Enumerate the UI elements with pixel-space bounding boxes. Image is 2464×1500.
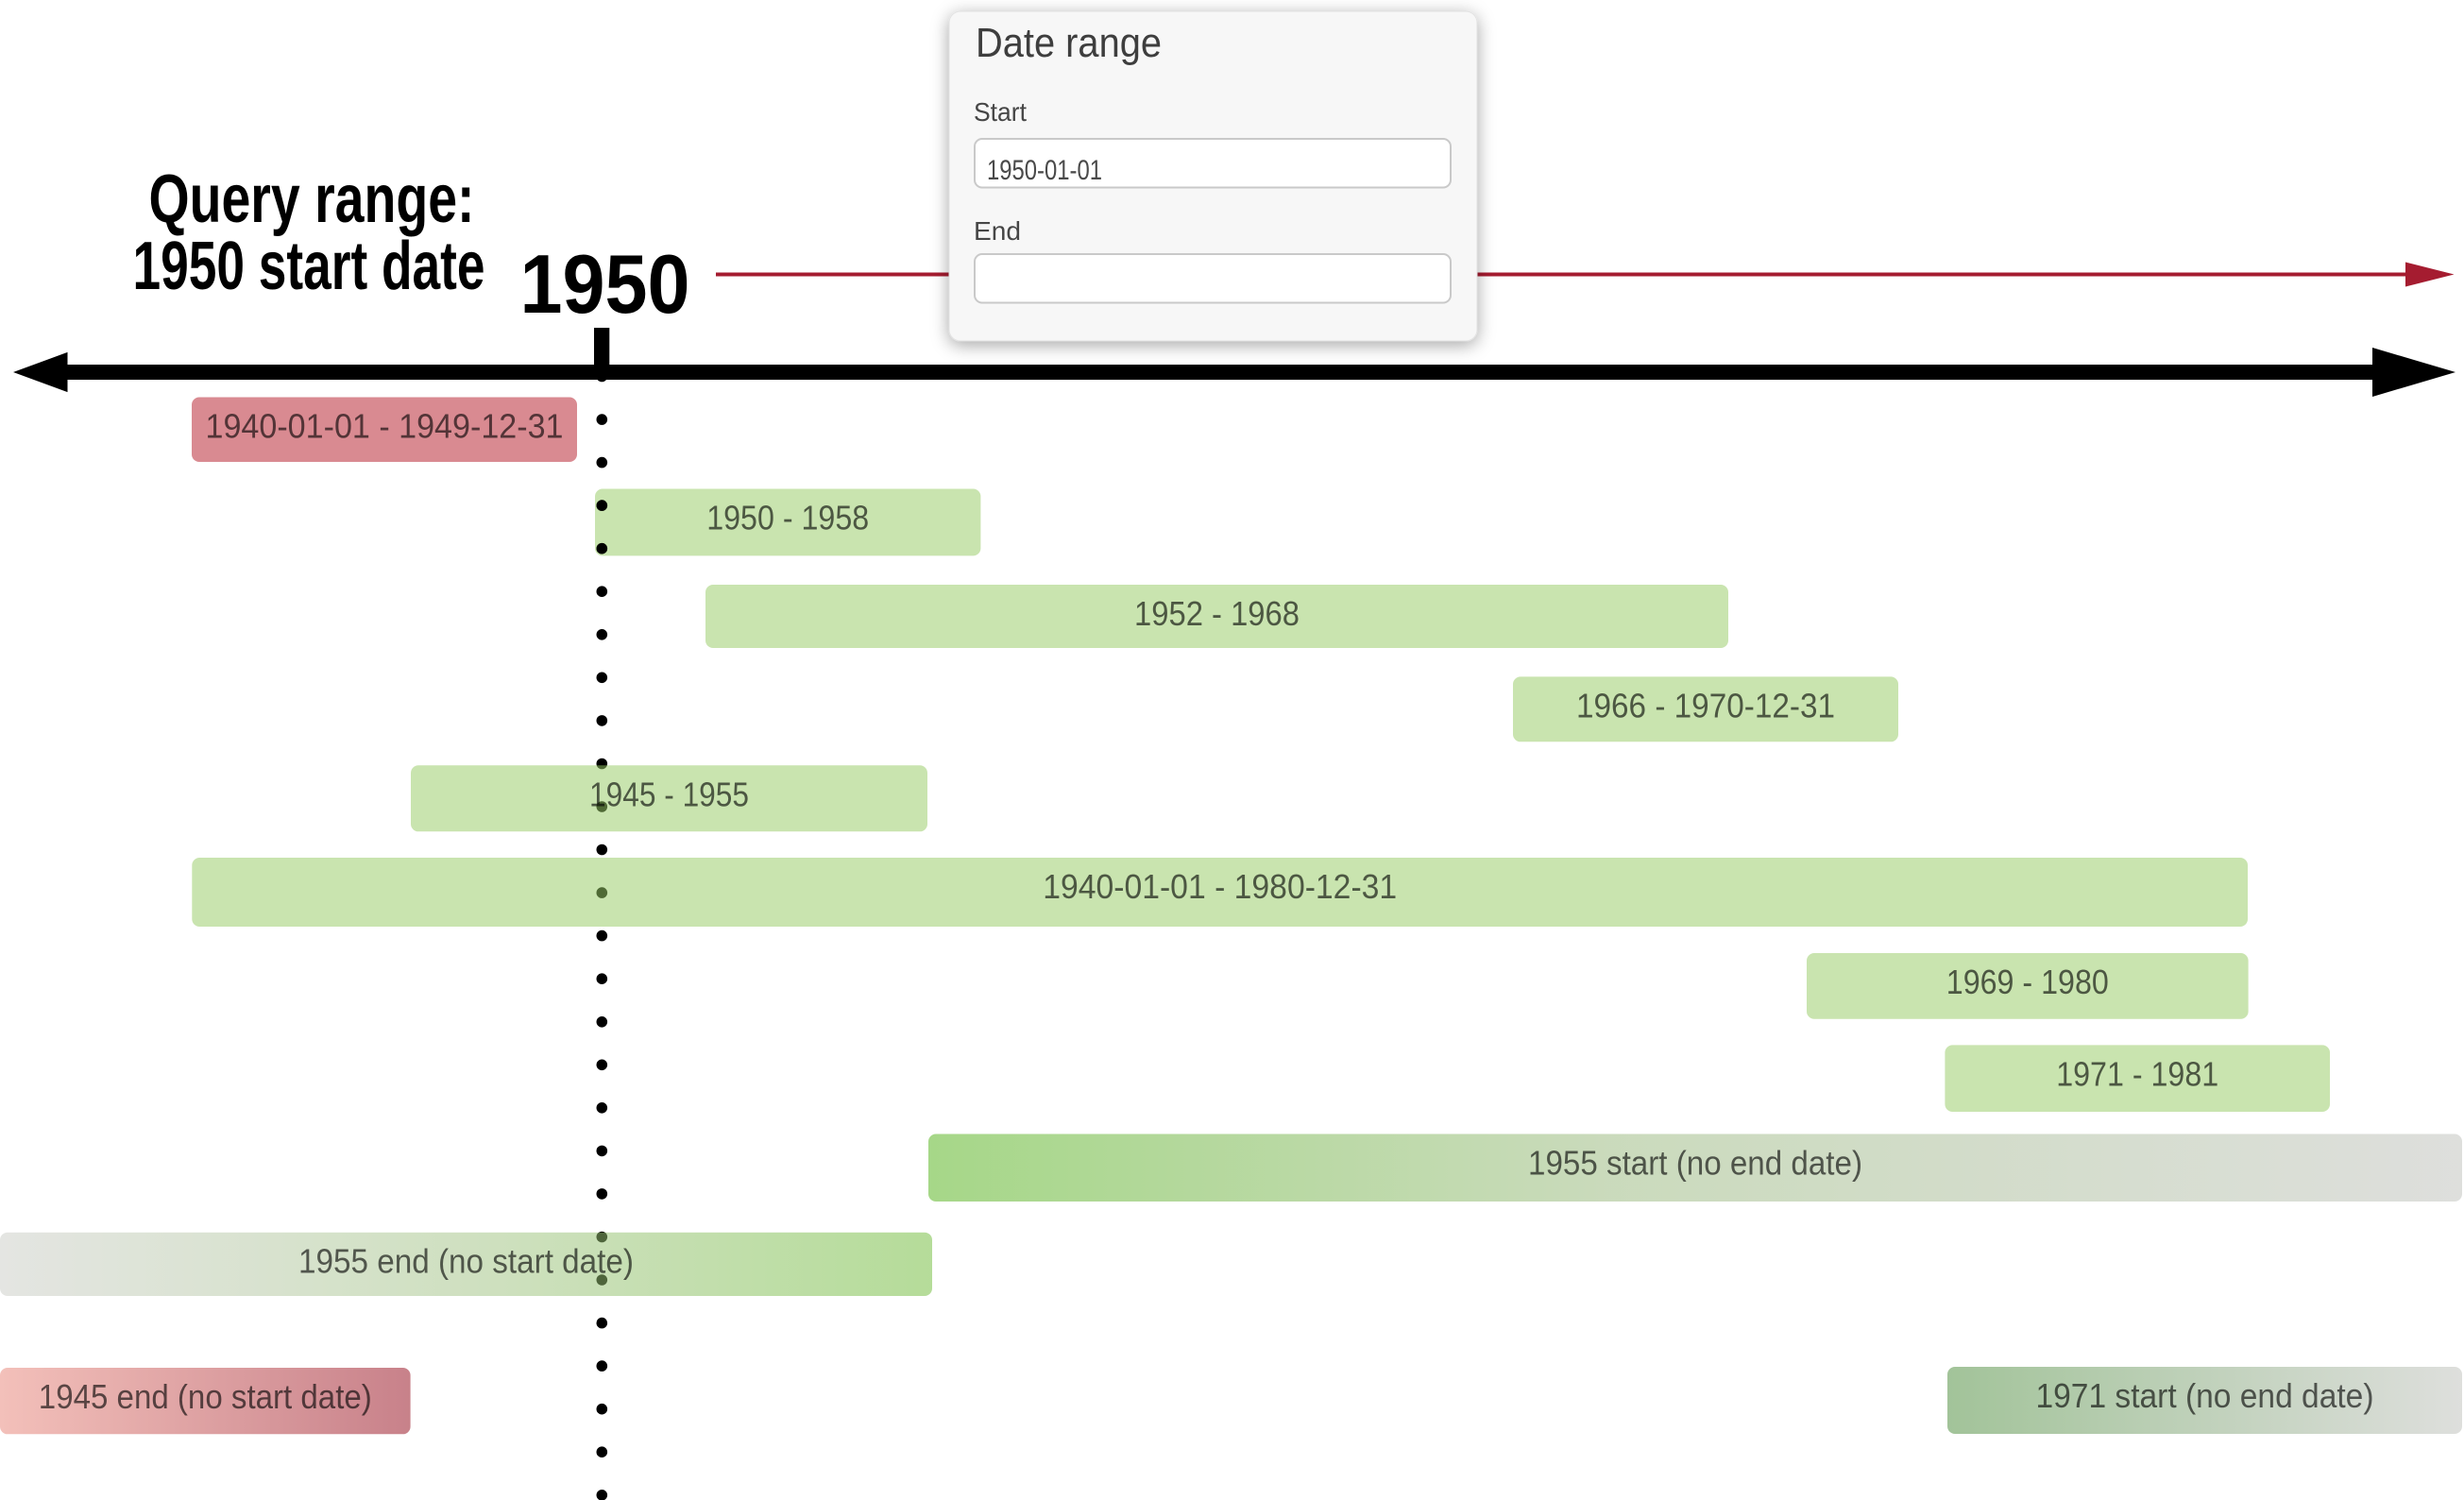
svg-text:1950: 1950: [520, 237, 690, 331]
svg-text:1950 start date: 1950 start date: [133, 229, 485, 304]
svg-text:1950 - 1958: 1950 - 1958: [706, 499, 869, 537]
svg-text:1945 - 1955: 1945 - 1955: [589, 775, 749, 813]
svg-text:1969 - 1980: 1969 - 1980: [1946, 963, 2109, 1001]
svg-text:Date range: Date range: [976, 20, 1162, 66]
svg-text:1950-01-01: 1950-01-01: [987, 155, 1102, 186]
svg-text:End: End: [974, 216, 1021, 246]
svg-text:1940-01-01 - 1980-12-31: 1940-01-01 - 1980-12-31: [1043, 867, 1397, 906]
svg-text:1971 - 1981: 1971 - 1981: [2056, 1054, 2218, 1093]
svg-text:1971 start (no end date): 1971 start (no end date): [2036, 1376, 2374, 1415]
svg-text:1966 - 1970-12-31: 1966 - 1970-12-31: [1576, 686, 1835, 724]
svg-text:1955 end (no start date): 1955 end (no start date): [298, 1242, 634, 1281]
svg-text:1955 start (no end date): 1955 start (no end date): [1528, 1144, 1862, 1183]
svg-text:Start: Start: [974, 97, 1027, 127]
svg-text:1945 end (no start date): 1945 end (no start date): [39, 1377, 372, 1416]
svg-text:1940-01-01 - 1949-12-31: 1940-01-01 - 1949-12-31: [206, 407, 564, 446]
svg-text:1952 - 1968: 1952 - 1968: [1134, 594, 1300, 633]
svg-text:Query range:: Query range:: [149, 162, 475, 237]
